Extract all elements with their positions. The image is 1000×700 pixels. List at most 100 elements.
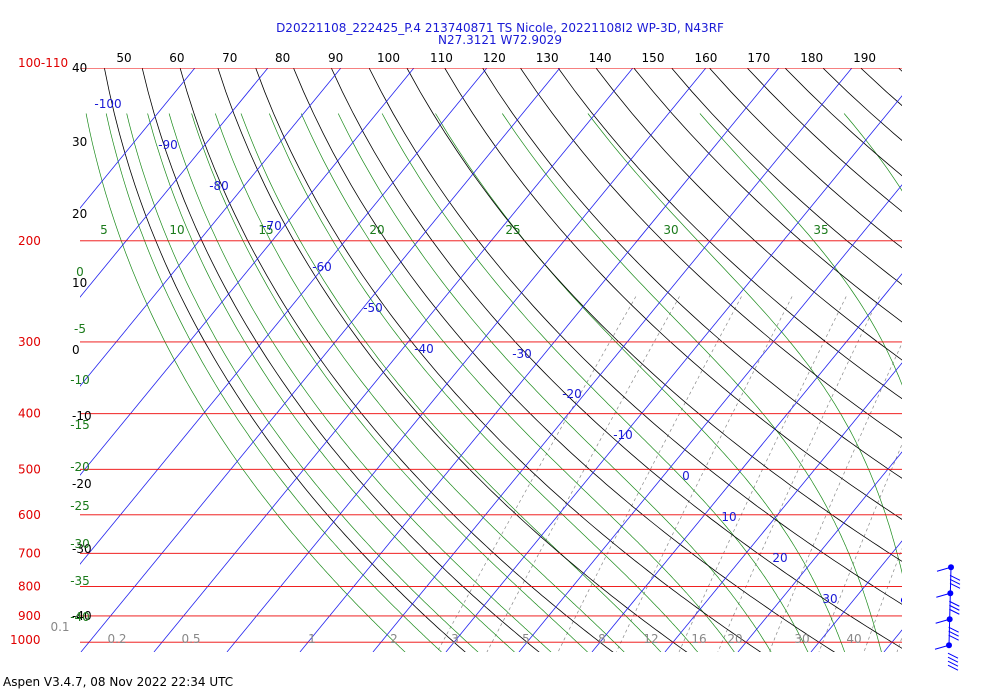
isotherm-label: 20 xyxy=(772,551,787,565)
moist-adiabat-top-label: 35 xyxy=(813,223,828,237)
isotherm-label: -90 xyxy=(158,138,178,152)
sounding-point xyxy=(938,565,945,572)
pressure-label: 700 xyxy=(18,546,41,560)
moist-adiabat-left-label: -30 xyxy=(70,537,90,551)
sounding-point xyxy=(959,592,966,599)
moist-adiabat-line xyxy=(168,113,552,652)
isotherm-label: 10 xyxy=(721,510,736,524)
dry-adiabat-line xyxy=(330,68,902,649)
wind-barb-flag xyxy=(948,626,959,633)
moist-adiabat-top-label: 30 xyxy=(663,223,678,237)
isotherm-label: 0 xyxy=(682,469,690,483)
wind-barb-flag xyxy=(949,600,960,607)
moist-adiabat-lines xyxy=(85,113,1000,655)
moist-adiabat-left-label: -35 xyxy=(70,574,90,588)
isotherm-label: -50 xyxy=(363,301,383,315)
isotherm-line xyxy=(591,273,902,652)
sounding-point xyxy=(954,615,961,622)
sounding-point xyxy=(912,635,919,642)
moist-adiabat-line xyxy=(105,113,442,652)
dry-adiabat-line xyxy=(104,68,466,652)
isotherm-label: -20 xyxy=(562,387,582,401)
sounding-point xyxy=(939,635,946,642)
wind-barb-flag xyxy=(949,574,961,581)
dry-adiabat-line xyxy=(255,68,762,652)
dry-adiabat-line xyxy=(444,68,902,520)
dry-adiabat-line xyxy=(520,68,902,439)
moist-adiabat-line xyxy=(699,113,902,386)
isotherm-line xyxy=(80,68,488,565)
moist-adiabat-line xyxy=(240,113,662,652)
chart-title: D20221108_222425_P.4 213740871 TS Nicole… xyxy=(276,21,724,35)
pressure-label: 600 xyxy=(18,508,41,522)
moist-adiabat-line xyxy=(85,113,406,652)
mixing-ratio-label: 30 xyxy=(794,632,809,646)
dry-adiabat-line xyxy=(595,68,902,361)
sounding-point xyxy=(918,558,925,565)
sounding-profiles xyxy=(900,555,986,649)
sounding-point xyxy=(905,588,912,595)
isotherm-label: -30 xyxy=(512,347,532,361)
moist-adiabat-line xyxy=(337,113,772,652)
theta-left-label: 0 xyxy=(72,343,80,357)
theta-left-label: 30 xyxy=(72,135,87,149)
mixing-ratio-line xyxy=(768,342,902,652)
theta-left-label: -20 xyxy=(72,477,92,491)
mixing-ratio-line xyxy=(863,547,902,652)
isotherm-line xyxy=(153,68,634,652)
theta-left-label: -30 xyxy=(72,542,92,556)
theta-top-label: 160 xyxy=(694,51,717,65)
mixing-ratio-label: 12 xyxy=(643,632,658,646)
sounding-point xyxy=(960,565,967,572)
sounding-point xyxy=(902,604,909,611)
mixing-ratio-line xyxy=(972,297,1000,655)
dry-adiabat-line xyxy=(482,68,902,479)
wind-barb-flag xyxy=(948,634,959,641)
dry-adiabat-line xyxy=(368,68,902,605)
theta-top-label: 80 xyxy=(275,51,290,65)
wind-barb-flag xyxy=(949,608,960,615)
wind-barb-shaft xyxy=(935,618,950,624)
theta-top-label: 120 xyxy=(483,51,506,65)
wind-barb-flag xyxy=(949,582,961,589)
theta-top-label: 140 xyxy=(589,51,612,65)
mixing-ratio-label: 0.2 xyxy=(107,632,126,646)
mixing-ratio-line xyxy=(818,443,902,652)
theta-left-label: -40 xyxy=(72,609,92,623)
pressure-label: 200 xyxy=(18,234,41,248)
moist-adiabat-line xyxy=(991,114,1000,655)
mixing-ratio-label: 3 xyxy=(451,632,459,646)
sounding-point xyxy=(935,560,942,567)
dry-adiabat-line xyxy=(633,68,902,323)
mixing-ratio-label: 8 xyxy=(598,632,606,646)
moist-adiabat-line xyxy=(435,113,846,652)
mixing-ratio-line xyxy=(615,296,793,652)
isotherm-line xyxy=(810,540,902,652)
theta-top-label: 130 xyxy=(536,51,559,65)
wind-barb-shaft xyxy=(936,566,952,572)
dry-adiabat-line xyxy=(406,68,902,562)
moist-adiabat-top-label: 5 xyxy=(100,223,108,237)
pressure-label-top: 100-110 xyxy=(18,56,68,70)
sounding-point xyxy=(960,573,967,580)
theta-top-label: 60 xyxy=(169,51,184,65)
wind-barb-flag xyxy=(947,656,959,663)
wind-barb-shaft xyxy=(934,644,950,650)
sounding-point xyxy=(939,628,946,635)
moist-adiabat-line xyxy=(502,113,882,652)
wind-barb-flag xyxy=(947,652,959,659)
sounding-point xyxy=(909,618,916,625)
theta-top-label: 110 xyxy=(430,51,453,65)
pressure-label: 300 xyxy=(18,335,41,349)
isotherm-line xyxy=(737,451,902,652)
moist-adiabat-left-label: -10 xyxy=(70,373,90,387)
moist-adiabat-left-label: -20 xyxy=(70,460,90,474)
wind-barb-shaft xyxy=(936,592,951,598)
mixing-ratio-label: 40 xyxy=(846,632,861,646)
isotherm-line xyxy=(518,184,902,652)
sounding-point xyxy=(979,555,986,562)
dry-adiabat-line xyxy=(217,68,688,652)
sounding-point xyxy=(914,630,921,637)
sounding-point xyxy=(908,642,915,649)
